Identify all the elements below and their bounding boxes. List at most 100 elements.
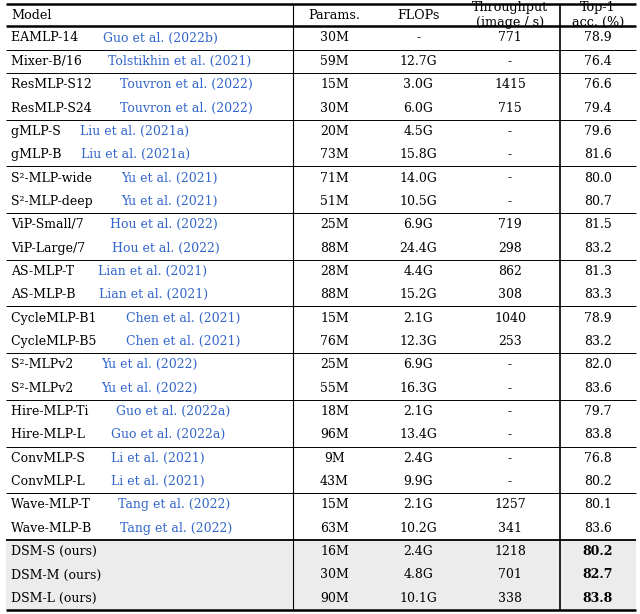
Text: Top-1
acc. (%): Top-1 acc. (%) [572,1,624,29]
Text: -: - [508,382,512,395]
Text: 80.1: 80.1 [584,499,612,511]
Text: -: - [508,148,512,161]
Text: 59M: 59M [320,55,349,68]
Text: Hou et al. (2022): Hou et al. (2022) [112,241,220,255]
Text: 76.4: 76.4 [584,55,612,68]
Text: 719: 719 [498,218,522,231]
Text: Wave-MLP-B: Wave-MLP-B [11,522,95,535]
Text: 16M: 16M [320,545,349,558]
Text: CycleMLP-B5: CycleMLP-B5 [11,335,100,348]
Text: 2.4G: 2.4G [403,545,433,558]
Text: 2.1G: 2.1G [403,499,433,511]
Text: 79.6: 79.6 [584,125,612,138]
Text: 83.8: 83.8 [583,592,613,605]
Text: Wave-MLP-T: Wave-MLP-T [11,499,94,511]
Text: 15M: 15M [320,312,349,325]
Text: 2.1G: 2.1G [403,405,433,418]
Text: 338: 338 [498,592,522,605]
Text: Lian et al. (2021): Lian et al. (2021) [98,265,207,278]
Text: 15M: 15M [320,78,349,91]
Text: -: - [508,359,512,371]
Text: -: - [508,475,512,488]
Text: 88M: 88M [320,289,349,301]
Text: 4.5G: 4.5G [403,125,433,138]
Text: Guo et al. (2022b): Guo et al. (2022b) [103,31,218,44]
Text: Chen et al. (2021): Chen et al. (2021) [127,312,241,325]
Text: 55M: 55M [320,382,349,395]
Text: ResMLP-S24: ResMLP-S24 [11,101,96,114]
Text: 10.2G: 10.2G [399,522,437,535]
Text: 16.3G: 16.3G [399,382,437,395]
Text: Yu et al. (2022): Yu et al. (2022) [102,382,198,395]
Text: 83.2: 83.2 [584,241,612,255]
Text: -: - [508,171,512,185]
Text: 71M: 71M [320,171,349,185]
Text: 83.8: 83.8 [584,429,612,441]
Text: 15.2G: 15.2G [399,289,437,301]
Text: 862: 862 [498,265,522,278]
Text: 12.7G: 12.7G [399,55,437,68]
Text: Model: Model [11,9,51,21]
Text: 1218: 1218 [494,545,526,558]
Text: 9.9G: 9.9G [404,475,433,488]
Text: 6.0G: 6.0G [403,101,433,114]
Text: 4.4G: 4.4G [403,265,433,278]
Text: 14.0G: 14.0G [399,171,437,185]
Text: 80.2: 80.2 [584,475,612,488]
Bar [6,540,636,563]
Text: -: - [508,55,512,68]
Text: 30M: 30M [320,31,349,44]
Text: DSM-S (ours): DSM-S (ours) [11,545,97,558]
Text: 63M: 63M [320,522,349,535]
Text: 1415: 1415 [494,78,526,91]
Text: 1040: 1040 [494,312,526,325]
Text: 83.6: 83.6 [584,382,612,395]
Text: 24.4G: 24.4G [399,241,437,255]
Text: Li et al. (2021): Li et al. (2021) [111,452,205,465]
Text: Hou et al. (2022): Hou et al. (2022) [110,218,218,231]
Text: 83.6: 83.6 [584,522,612,535]
Text: Liu et al. (2021a): Liu et al. (2021a) [81,125,189,138]
Text: 83.3: 83.3 [584,289,612,301]
Text: Lian et al. (2021): Lian et al. (2021) [99,289,209,301]
Text: ConvMLP-S: ConvMLP-S [11,452,89,465]
Text: S²-MLPv2: S²-MLPv2 [11,359,81,371]
Text: S²-MLP-wide: S²-MLP-wide [11,171,96,185]
Text: Guo et al. (2022a): Guo et al. (2022a) [116,405,230,418]
Text: S²-MLP-deep: S²-MLP-deep [11,195,97,208]
Text: 10.1G: 10.1G [399,592,437,605]
Text: -: - [508,429,512,441]
Text: 79.4: 79.4 [584,101,612,114]
Text: 6.9G: 6.9G [403,218,433,231]
Text: CycleMLP-B1: CycleMLP-B1 [11,312,100,325]
Text: S²-MLPv2: S²-MLPv2 [11,382,81,395]
Text: -: - [508,125,512,138]
Text: EAMLP-14: EAMLP-14 [11,31,83,44]
Text: Yu et al. (2021): Yu et al. (2021) [122,195,218,208]
Bar [6,586,636,610]
Text: Tolstikhin et al. (2021): Tolstikhin et al. (2021) [108,55,251,68]
Text: Mixer-B/16: Mixer-B/16 [11,55,86,68]
Text: 78.9: 78.9 [584,31,612,44]
Text: 78.9: 78.9 [584,312,612,325]
Text: 43M: 43M [320,475,349,488]
Text: 73M: 73M [320,148,349,161]
Text: 30M: 30M [320,101,349,114]
Text: 12.3G: 12.3G [399,335,437,348]
Text: Hire-MLP-L: Hire-MLP-L [11,429,89,441]
Text: 10.5G: 10.5G [399,195,437,208]
Text: Touvron et al. (2022): Touvron et al. (2022) [120,78,253,91]
Text: 9M: 9M [324,452,345,465]
Text: 1257: 1257 [494,499,526,511]
Text: Chen et al. (2021): Chen et al. (2021) [126,335,241,348]
Text: 341: 341 [498,522,522,535]
Text: 30M: 30M [320,569,349,581]
Text: 81.6: 81.6 [584,148,612,161]
Text: -: - [508,405,512,418]
Text: Yu et al. (2022): Yu et al. (2022) [102,359,198,371]
Text: 81.5: 81.5 [584,218,612,231]
Text: DSM-M (ours): DSM-M (ours) [11,569,101,581]
Text: 25M: 25M [320,218,349,231]
Text: 308: 308 [498,289,522,301]
Text: ResMLP-S12: ResMLP-S12 [11,78,96,91]
